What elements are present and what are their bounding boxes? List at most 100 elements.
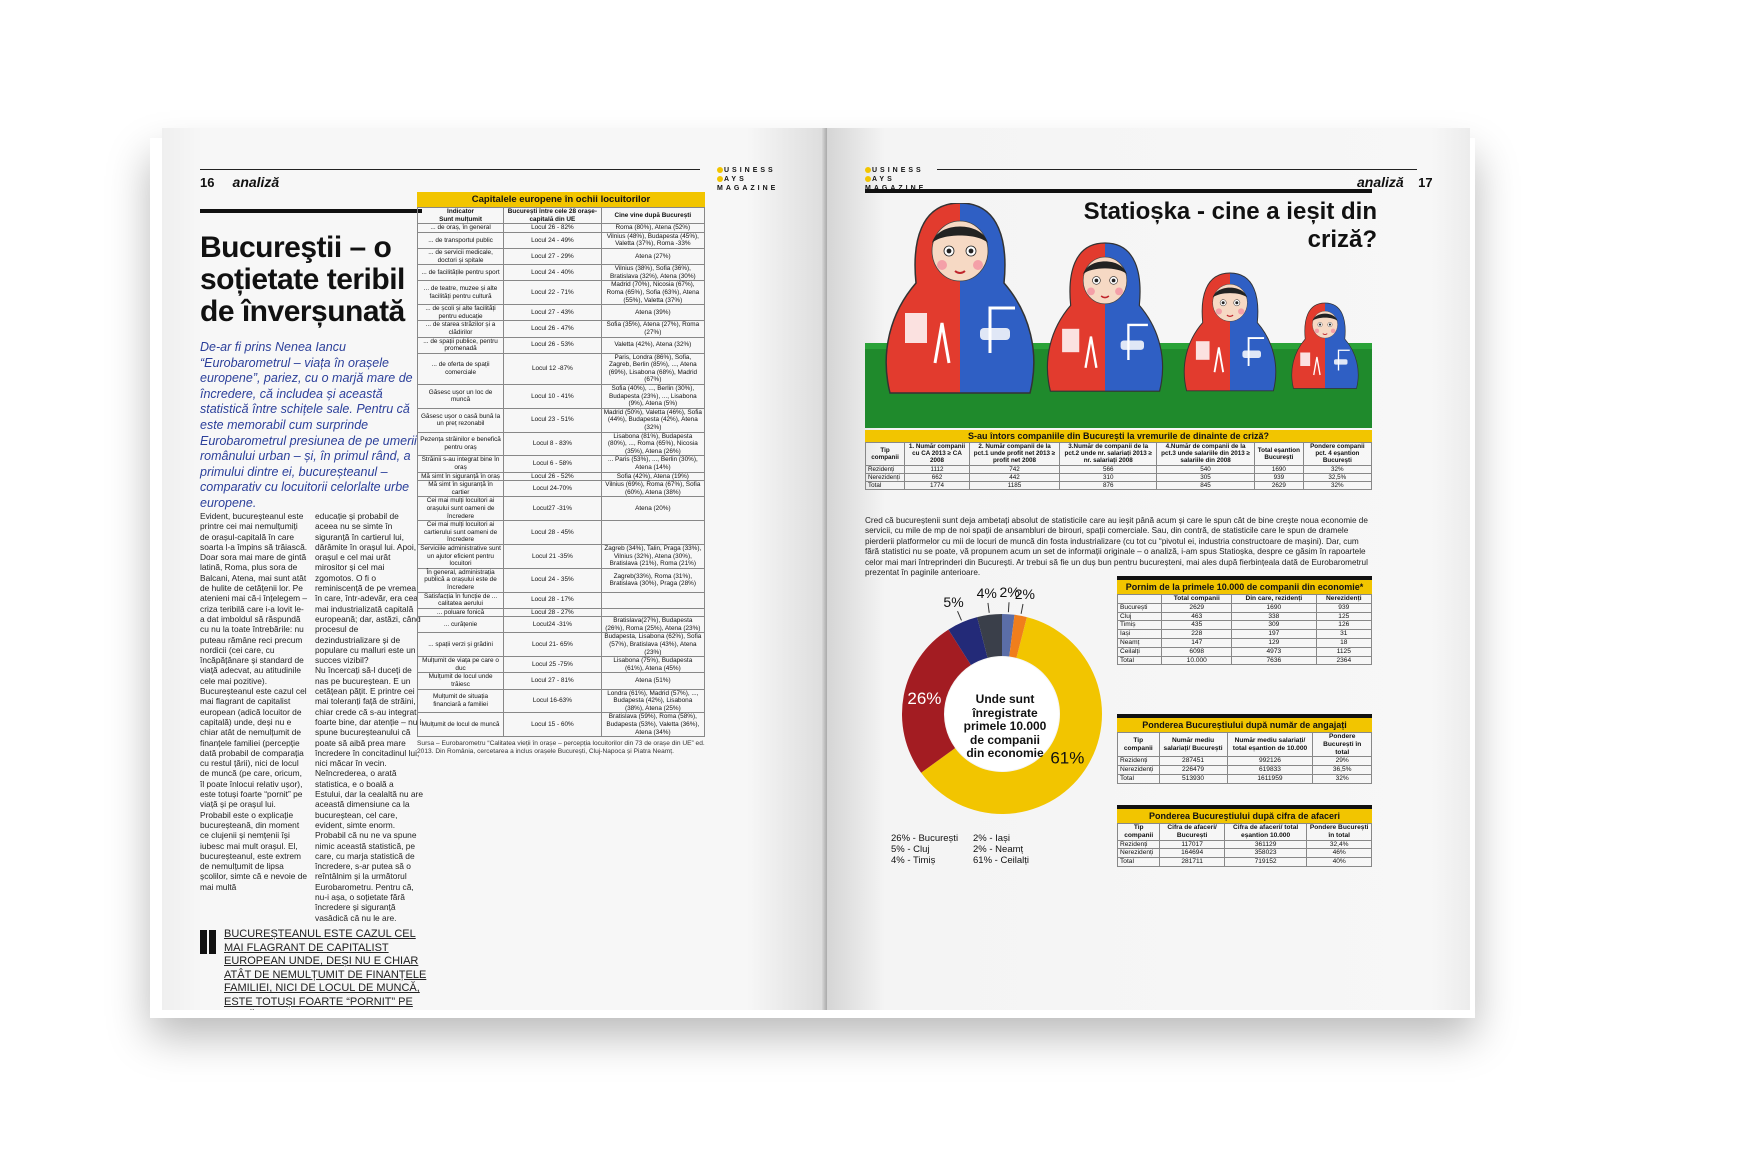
table-cell: Bratislava(27%), Budapesta (26%), Roma (… bbox=[600, 616, 706, 634]
table-cell: ... de oraș, în general bbox=[416, 223, 505, 233]
donut-value-label: 2% bbox=[1015, 586, 1035, 602]
table-cell: Sofia (40%), ..., Berlin (30%), Budapest… bbox=[600, 384, 706, 409]
table-row: Pezența străinilor e benefică pentru ora… bbox=[416, 431, 706, 457]
column-header: Total companii bbox=[1161, 594, 1233, 604]
table-cell: Locul 26 - 47% bbox=[503, 320, 602, 338]
left-page-number: 16 bbox=[200, 175, 215, 190]
donut-slice-bucurești bbox=[902, 629, 971, 773]
table-cell: Atena (20%) bbox=[600, 496, 706, 522]
quote-bar-icon bbox=[200, 930, 207, 954]
table-cell: 1185 bbox=[968, 481, 1061, 491]
column-header: Cifra de afaceri/ București bbox=[1159, 823, 1225, 841]
legend-item: 61% - Ceilalți bbox=[973, 855, 1029, 866]
table-cell: Locul 6 - 58% bbox=[503, 455, 602, 473]
donut-value-label: 5% bbox=[943, 594, 963, 610]
body-column-2: educație și probabil de aceea nu se simt… bbox=[315, 511, 424, 923]
right-page: USINESS AYS MAGAZINE analiză 17 Statioșk… bbox=[827, 128, 1470, 1010]
table-cell: Satisfacția în funcție de ... calitatea … bbox=[416, 591, 505, 609]
companies-table: Tip companii 1. Număr companii cu CA 2013… bbox=[864, 442, 1373, 491]
companies-table-body: Rezidenți 1112 742 566 540 1690 32% Nerezidenți… bbox=[864, 464, 1373, 491]
table-cell: 361129 bbox=[1223, 839, 1308, 850]
matryoshka-doll bbox=[885, 203, 1035, 394]
table-cell: Locul 27 - 43% bbox=[503, 304, 602, 322]
article-lead: De-ar fi prins Nenea Iancu “Eurobarometr… bbox=[200, 340, 417, 510]
table-cell: 281711 bbox=[1159, 857, 1225, 867]
table-cell: 4973 bbox=[1231, 646, 1317, 657]
employees-table-block: Ponderea Bucureștiului după număr de ang… bbox=[1117, 714, 1372, 784]
table-row: Nerezidenți 164694 358023 46% bbox=[1116, 848, 1372, 859]
column-header: Pondere companii pct. 4 eșantion Bucureș… bbox=[1302, 442, 1373, 466]
table-cell: Locul27 -31% bbox=[503, 496, 602, 522]
matryoshka-doll bbox=[1046, 242, 1164, 392]
right-logo: USINESS AYS MAGAZINE bbox=[865, 166, 926, 193]
table-row: ... de servicii medicale, doctori și spi… bbox=[416, 247, 706, 266]
table-cell: 662 bbox=[904, 472, 970, 483]
table-cell: Locul 26 - 52% bbox=[503, 471, 602, 482]
capitals-table-body: ... de oraș, în general Locul 26 - 82% Rom… bbox=[416, 223, 706, 738]
table-cell: 442 bbox=[968, 472, 1061, 483]
logo-dot-icon bbox=[717, 167, 723, 174]
table-cell: 2629 bbox=[1161, 602, 1233, 613]
table-cell: 566 bbox=[1059, 464, 1158, 474]
table-cell: 2629 bbox=[1253, 481, 1304, 491]
quote-bar-icon bbox=[209, 930, 216, 954]
table-cell: 939 bbox=[1315, 602, 1373, 613]
table-row: Mulțumit de locul de muncă Locul 15 - 60%… bbox=[416, 712, 706, 738]
donut-slice-timiș bbox=[977, 614, 1002, 658]
table-cell: 619833 bbox=[1226, 765, 1314, 775]
table-cell: 287451 bbox=[1158, 756, 1228, 767]
right-page-number: 17 bbox=[1418, 175, 1433, 190]
employees-table-title: Ponderea Bucureștiului după număr de ang… bbox=[1117, 714, 1372, 732]
body-column-1: Evident, bucureșteanul este printre cei … bbox=[200, 511, 308, 892]
logo-dot-icon bbox=[865, 167, 871, 174]
table-cell: Atena (27%) bbox=[600, 247, 706, 266]
table-cell: Mulțumit de situația financiară a famili… bbox=[416, 688, 505, 714]
table-cell: 18 bbox=[1315, 637, 1373, 648]
table-cell bbox=[600, 591, 706, 609]
table-header-row: Indicator Sunt mulțumit București între … bbox=[416, 206, 706, 225]
table-cell: 845 bbox=[1156, 481, 1255, 491]
table-cell: 7636 bbox=[1231, 655, 1317, 666]
table-cell: 463 bbox=[1161, 611, 1233, 622]
table-cell: 1774 bbox=[904, 481, 970, 491]
table-cell: Mă simt în siguranță în cartier bbox=[416, 480, 505, 498]
table-cell: 513930 bbox=[1158, 773, 1228, 784]
column-header: București între cele 28 orașe- capitală … bbox=[503, 206, 602, 225]
table-cell: 125 bbox=[1315, 611, 1373, 622]
capitals-table: Indicator Sunt mulțumit București între … bbox=[416, 206, 706, 738]
table-header-row: Tip companii Număr mediu salariați/ Bucur… bbox=[1117, 731, 1372, 758]
table-cell: 939 bbox=[1253, 472, 1304, 483]
table-cell: Londra (61%), Madrid (57%), ..., Budapes… bbox=[600, 688, 706, 714]
table-row: Iași 228 197 31 bbox=[1116, 629, 1373, 639]
table-cell: Bratislava (59%), Roma (58%), Budapesta … bbox=[600, 712, 706, 738]
table-cell: Valetta (42%), Atena (32%) bbox=[600, 336, 706, 354]
logo-line-2: AYS bbox=[724, 176, 747, 183]
table-row: Total 1774 1185 876 845 2629 32% bbox=[864, 481, 1373, 491]
table-cell: Locul 24 - 40% bbox=[503, 264, 602, 282]
employees-table: Tip companii Număr mediu salariați/ Bucur… bbox=[1117, 731, 1372, 784]
table-cell: Locul 12 -87% bbox=[503, 352, 602, 386]
column-header: Număr mediu salariați/ total eșantion de… bbox=[1226, 731, 1314, 758]
table-cell: Rezidenți bbox=[1116, 839, 1161, 850]
column-header: Cifra de afaceri/ total eșantion 10.000 bbox=[1223, 823, 1308, 841]
table-row: Timiș 435 309 126 bbox=[1116, 620, 1373, 631]
table-cell: 358023 bbox=[1223, 848, 1308, 859]
table-cell: Locul 28 - 45% bbox=[503, 520, 602, 545]
column-header: Total eșantion București bbox=[1253, 442, 1304, 466]
table-cell: Atena (39%) bbox=[600, 304, 706, 322]
table-cell: 36,5% bbox=[1312, 765, 1372, 775]
table-cell: Locul 26 - 82% bbox=[503, 223, 602, 233]
table-cell: Vilnius (48%), Budapesta (45%), Valetta … bbox=[600, 231, 706, 249]
table-cell: Locul 21 -35% bbox=[503, 543, 602, 569]
table-row: Găsesc ușor un loc de muncă Locul 10 - 41… bbox=[416, 384, 706, 409]
table-cell: 305 bbox=[1156, 472, 1255, 483]
table-cell: 129 bbox=[1231, 637, 1317, 648]
table-cell: 31 bbox=[1315, 629, 1373, 639]
logo-dot-icon bbox=[717, 176, 723, 183]
table-cell: ... curățenie bbox=[416, 616, 505, 634]
donut-slice-ceilalți bbox=[921, 617, 1102, 814]
table-cell: 46% bbox=[1306, 848, 1372, 859]
table-row: Rezidenți 117017 361129 32,4% bbox=[1116, 839, 1372, 850]
table-row: Rezidenți 287451 992126 29% bbox=[1117, 756, 1372, 767]
donut-leader-line bbox=[1020, 603, 1024, 614]
